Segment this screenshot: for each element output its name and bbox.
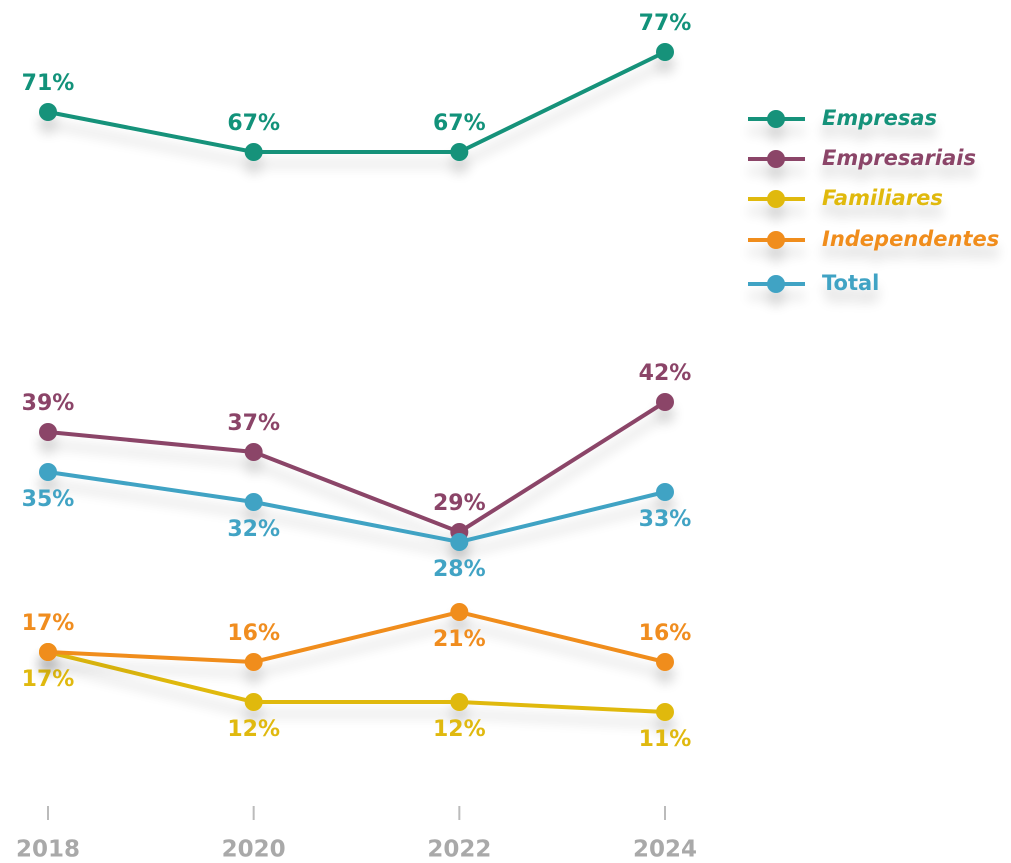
value-label: 33% — [639, 507, 692, 532]
series — [39, 43, 674, 161]
value-label: 21% — [433, 627, 486, 652]
value-label: 77% — [639, 11, 692, 36]
point — [39, 463, 57, 481]
point — [244, 653, 263, 671]
point — [39, 103, 57, 121]
point — [656, 393, 674, 411]
series — [39, 393, 674, 541]
point — [244, 493, 263, 511]
series — [39, 643, 674, 721]
value-label: 35% — [22, 487, 75, 512]
value-label: 39% — [22, 391, 75, 416]
line — [47, 609, 666, 665]
value-label: 71% — [22, 71, 75, 96]
point — [656, 703, 674, 721]
value-label: 29% — [433, 491, 486, 516]
x-tick-label: 2022 — [427, 837, 491, 863]
legend-label: Empresas — [822, 106, 937, 130]
line — [47, 650, 666, 714]
x-tick-label: 2018 — [16, 837, 80, 863]
value-label: 32% — [227, 517, 280, 542]
point — [656, 653, 674, 671]
point — [450, 143, 469, 161]
point — [450, 533, 469, 551]
line — [47, 400, 667, 535]
x-tick-label: 2024 — [633, 837, 697, 863]
legend-dot — [767, 190, 785, 208]
point — [244, 693, 263, 711]
legend-dot — [767, 231, 785, 249]
x-tick-label: 2020 — [222, 837, 286, 863]
value-label: 16% — [227, 621, 280, 646]
point — [450, 693, 469, 711]
value-label: 67% — [227, 111, 280, 136]
legend-label: Empresariais — [822, 146, 976, 170]
point — [39, 643, 57, 661]
legend: Empresas Empresariais Familiares Independen… — [748, 106, 999, 295]
point — [656, 483, 674, 501]
value-label: 28% — [433, 557, 486, 582]
value-label: 17% — [22, 667, 75, 692]
value-label: 17% — [22, 611, 75, 636]
line — [47, 470, 666, 545]
value-label: 37% — [227, 411, 280, 436]
point — [450, 603, 469, 621]
point — [244, 143, 263, 161]
legend-label: Familiares — [822, 186, 943, 210]
series — [39, 603, 674, 671]
legend-label: Total — [822, 271, 879, 295]
line — [47, 50, 666, 154]
legend-label: Independentes — [822, 227, 999, 251]
point — [244, 443, 263, 461]
value-label: 12% — [433, 717, 486, 742]
point — [656, 43, 674, 61]
legend-dot — [767, 110, 785, 128]
series — [39, 463, 674, 551]
value-label: 42% — [639, 361, 692, 386]
legend-dot — [767, 275, 785, 293]
value-label: 16% — [639, 621, 692, 646]
point — [39, 423, 57, 441]
value-label: 12% — [227, 717, 280, 742]
value-label: 11% — [639, 727, 692, 752]
legend-dot — [767, 150, 785, 168]
value-label: 67% — [433, 111, 486, 136]
